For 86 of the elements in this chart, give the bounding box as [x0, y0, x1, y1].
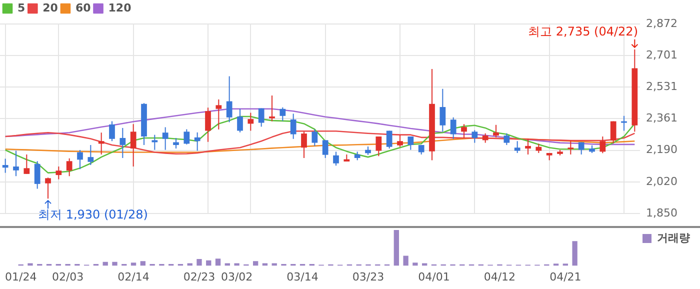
candlestick — [66, 158, 72, 177]
candlestick — [312, 128, 318, 146]
candlestick — [408, 136, 414, 150]
y-tick-label: 2,361 — [646, 112, 678, 125]
x-tick-label: 04/12 — [484, 270, 516, 284]
annotation: 최저 1,930 (01/28) — [38, 208, 148, 222]
bar — [140, 261, 146, 266]
candlestick — [45, 177, 51, 200]
candlestick — [258, 108, 264, 128]
candlestick — [109, 120, 115, 142]
candlestick — [461, 124, 467, 138]
bar — [196, 259, 202, 266]
candlestick — [621, 115, 627, 132]
candlestick — [397, 134, 403, 148]
candlestick — [482, 132, 488, 144]
candlestick — [34, 160, 40, 190]
candlestick — [280, 106, 286, 122]
candlestick — [226, 76, 232, 123]
legend-label: 5 — [18, 1, 26, 14]
y-tick-label: 2,701 — [646, 48, 678, 62]
candlestick — [536, 143, 542, 154]
bar — [412, 262, 418, 266]
bar — [252, 261, 258, 266]
x-tick-label: 03/14 — [286, 270, 318, 284]
candlestick — [493, 124, 499, 138]
legend-label: 20 — [42, 1, 58, 14]
candlestick — [525, 138, 531, 155]
candlestick — [248, 112, 254, 132]
candlestick — [269, 95, 275, 122]
y-tick-label: 2,020 — [646, 174, 678, 188]
candlestick — [440, 88, 446, 132]
candlestick — [98, 132, 104, 155]
candlestick — [56, 166, 62, 180]
bar — [130, 262, 136, 266]
candlestick — [2, 158, 8, 174]
bar — [394, 230, 399, 266]
bar — [215, 258, 221, 266]
candlestick — [13, 150, 19, 177]
bar — [206, 260, 212, 266]
bar — [572, 241, 578, 266]
candlestick — [194, 132, 200, 152]
bar — [403, 256, 408, 266]
candlestick — [77, 150, 83, 170]
x-tick-label: 02/14 — [118, 270, 150, 284]
candlestick — [130, 124, 136, 168]
candlestick — [600, 136, 606, 154]
candlestick — [386, 130, 392, 150]
candlestick — [418, 144, 424, 155]
x-tick-label: 01/24 — [5, 270, 37, 284]
y-tick-label: 2,190 — [646, 143, 678, 156]
candlestick — [237, 108, 243, 133]
candlestick — [216, 98, 222, 130]
y-tick-label: 2,872 — [646, 16, 678, 30]
candlestick — [173, 137, 179, 150]
candlestick — [24, 154, 30, 174]
candlestick — [322, 140, 328, 158]
candlestick — [472, 130, 478, 144]
bar — [112, 262, 118, 266]
candlestick — [301, 131, 307, 158]
y-tick-label: 2,531 — [646, 80, 678, 94]
candlestick — [162, 126, 168, 150]
candlestick — [88, 144, 94, 166]
annotation: 최고 2,735 (04/22) — [528, 24, 638, 39]
legend-label: 120 — [108, 1, 132, 14]
x-tick-label: 02/23 — [183, 270, 216, 284]
candlestick — [568, 140, 574, 155]
candlestick — [333, 151, 339, 166]
x-tick-label: 03/23 — [352, 270, 384, 284]
legend-label: 60 — [75, 1, 92, 14]
candlestick — [152, 134, 158, 150]
legend-label: 거래량 — [657, 231, 690, 244]
candlestick — [450, 116, 456, 140]
y-tick-label: 1,850 — [646, 206, 678, 220]
x-tick-label: 02/03 — [52, 270, 84, 284]
candlestick — [120, 127, 126, 158]
candlestick — [290, 113, 296, 140]
candlestick — [205, 107, 211, 142]
candlestick — [184, 128, 190, 145]
candlestick — [504, 132, 510, 146]
x-tick-label: 03/02 — [220, 270, 253, 284]
x-tick-label: 04/21 — [550, 270, 582, 284]
candlestick — [514, 140, 520, 154]
x-tick-label: 04/01 — [418, 270, 450, 284]
candlestick — [376, 136, 382, 157]
candlestick — [610, 120, 616, 144]
candlestick — [578, 142, 584, 155]
